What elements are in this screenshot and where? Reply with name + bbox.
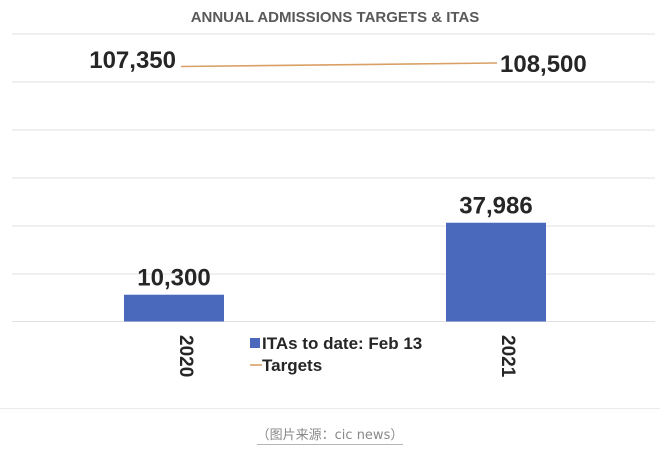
target-label-2021: 108,500 — [500, 51, 587, 78]
target-line — [180, 62, 498, 68]
chart-title: ANNUAL ADMISSIONS TARGETS & ITAS — [191, 9, 480, 26]
category-ticks: 2020 2021 — [175, 335, 518, 378]
target-label-2020: 107,350 — [89, 47, 176, 74]
legend-label-targets: Targets — [262, 356, 322, 375]
chart: ANNUAL ADMISSIONS TARGETS & ITAS 10,300 3… — [12, 9, 655, 378]
legend: ITAs to date: Feb 13 Targets — [250, 334, 422, 375]
legend-label-itas: ITAs to date: Feb 13 — [262, 334, 422, 353]
target-line-group — [180, 62, 498, 68]
value-labels: 10,300 37,986 107,350 108,500 — [89, 47, 587, 292]
caption-text: （图片来源：cic news） — [256, 428, 404, 445]
bar-2021 — [446, 222, 546, 322]
image-caption: （图片来源：cic news） — [0, 424, 660, 445]
separator — [0, 408, 660, 409]
category-label-2020: 2020 — [175, 335, 196, 377]
bar-2020 — [124, 294, 224, 322]
gridlines — [12, 33, 655, 322]
bar-value-label-2021: 37,986 — [459, 193, 532, 220]
bar-value-label-2020: 10,300 — [137, 265, 210, 292]
bars — [124, 222, 546, 322]
category-label-2021: 2021 — [497, 335, 518, 378]
legend-swatch-itas — [250, 338, 260, 348]
